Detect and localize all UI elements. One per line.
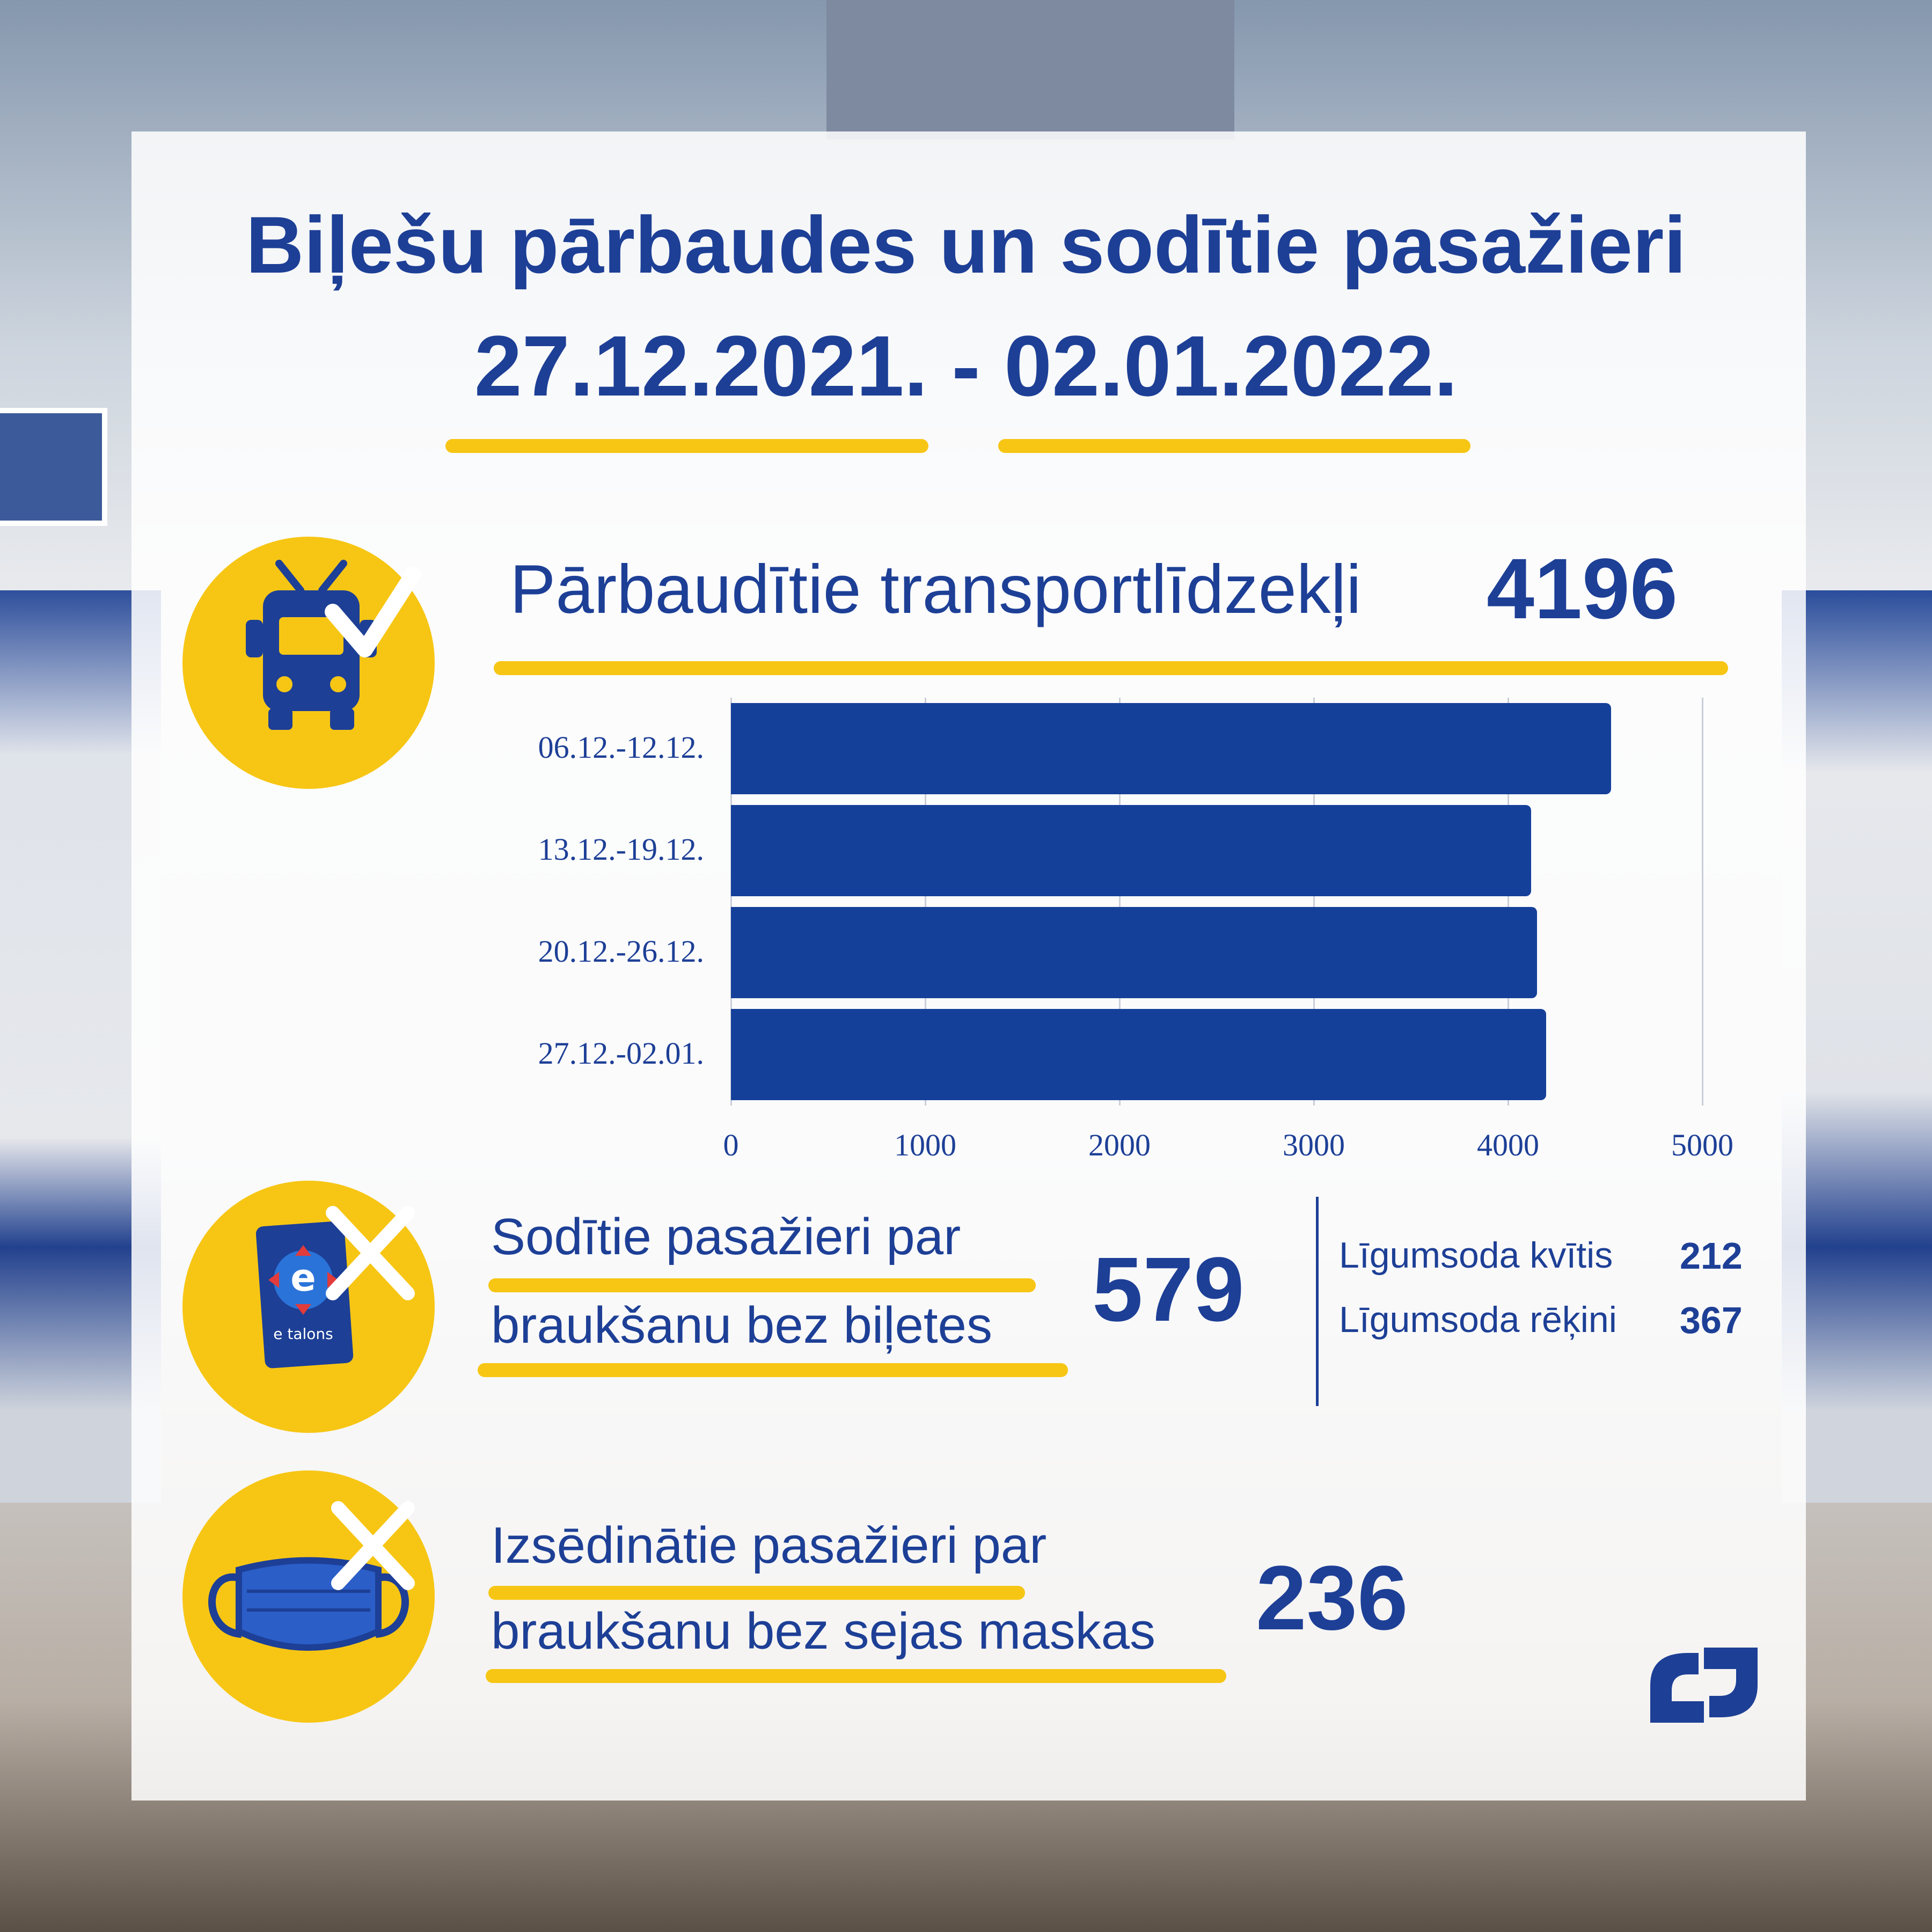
gridline	[1702, 698, 1703, 1106]
background-bus-stop-sign	[0, 408, 107, 526]
removed-label-line2: braukšanu bez sejas maskas	[491, 1602, 1155, 1660]
fined-label-line2: braukšanu bez biļetes	[491, 1297, 992, 1354]
rigas-satiksme-logo	[1640, 1631, 1768, 1739]
x-tick-label: 5000	[1671, 1128, 1733, 1162]
bar	[731, 703, 1611, 794]
removed-label-line1: Izsēdinātie pasažieri par	[491, 1517, 1047, 1574]
etalons-card-cross-icon: e e talons	[182, 1181, 435, 1433]
gridline	[1313, 698, 1315, 1106]
underline-brush	[478, 1363, 1068, 1377]
removed-value: 236	[1256, 1547, 1408, 1649]
breakdown-label-1: Līgumsoda rēķini	[1339, 1299, 1617, 1340]
fined-label-line1: Sodītie pasažieri par	[491, 1208, 961, 1265]
bar	[731, 1009, 1546, 1100]
x-tick-label: 0	[723, 1128, 739, 1162]
background-tower	[826, 0, 1234, 140]
x-tick-label: 1000	[894, 1128, 956, 1162]
underline-brush	[998, 439, 1470, 453]
background-tram-right	[1782, 590, 1932, 1503]
breakdown-value-1: 367	[1680, 1299, 1743, 1341]
bar	[731, 805, 1532, 896]
page-title: Biļešu pārbaudes un sodītie pasažieri	[245, 200, 1687, 290]
svg-text:e talons: e talons	[273, 1325, 333, 1343]
gridline	[925, 698, 926, 1106]
underline-brush	[488, 1278, 1036, 1292]
vehicles-label: Pārbaudītie transportlīdzekļi	[510, 551, 1362, 628]
date-range: 27.12.2021. - 02.01.2022.	[474, 318, 1458, 414]
gridline	[1119, 698, 1121, 1106]
svg-text:e: e	[290, 1256, 316, 1300]
underline-brush	[445, 439, 928, 453]
vehicles-value: 4196	[1487, 540, 1678, 636]
face-mask-cross-icon	[182, 1470, 435, 1723]
breakdown-label-0: Līgumsoda kvītis	[1339, 1235, 1613, 1276]
underline-brush	[486, 1669, 1226, 1683]
bar	[731, 907, 1538, 998]
underline-brush	[494, 661, 1728, 675]
category-label: 06.12.-12.12.	[538, 730, 704, 765]
trolleybus-check-icon	[182, 537, 435, 789]
breakdown-value-0: 212	[1680, 1235, 1743, 1277]
category-label: 27.12.-02.01.	[538, 1036, 704, 1071]
category-label: 20.12.-26.12.	[538, 934, 704, 969]
category-label: 13.12.-19.12.	[538, 832, 704, 867]
x-tick-label: 3000	[1283, 1128, 1345, 1162]
x-tick-label: 4000	[1477, 1128, 1539, 1162]
gridline	[1507, 698, 1509, 1106]
gridline	[730, 698, 732, 1106]
breakdown-divider	[1316, 1197, 1319, 1406]
underline-brush	[488, 1586, 1025, 1600]
fined-value: 579	[1092, 1239, 1245, 1341]
x-tick-label: 2000	[1088, 1128, 1151, 1162]
